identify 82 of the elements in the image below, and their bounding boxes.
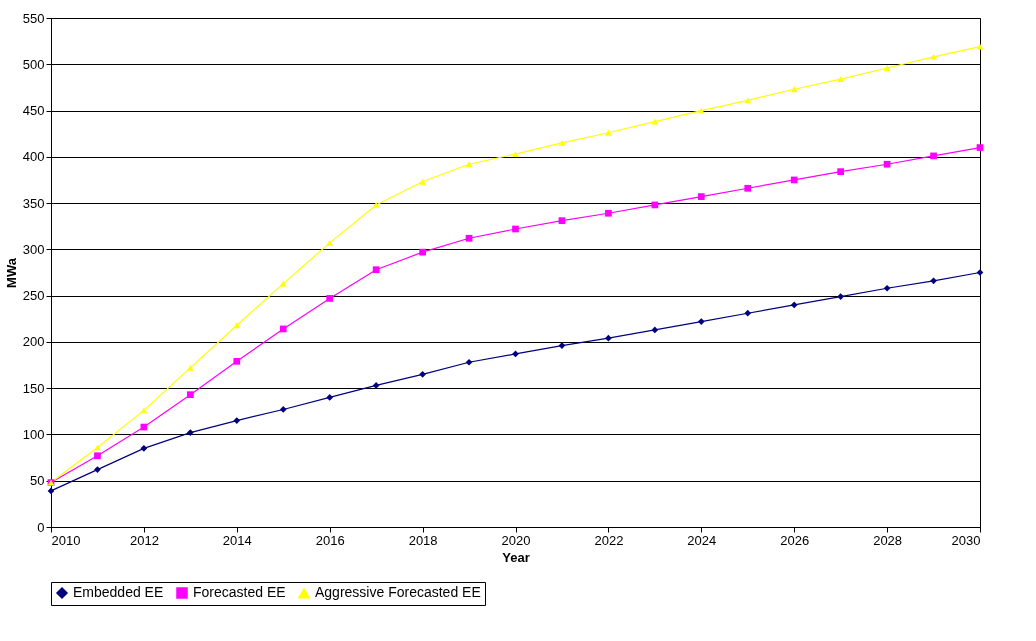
point: [512, 151, 519, 157]
point: [233, 322, 241, 329]
point: [233, 357, 241, 365]
point: [465, 234, 473, 242]
y-tick-label: 350: [22, 195, 45, 211]
point: [976, 144, 984, 151]
x-axis-title: Year: [502, 549, 530, 565]
legend-label: Embedded EE: [73, 584, 164, 600]
point: [465, 161, 473, 168]
legend-label: Forecasted EE: [193, 584, 286, 600]
point: [605, 334, 612, 342]
y-tick-label: 50: [30, 473, 45, 489]
point: [140, 444, 148, 452]
point: [651, 118, 659, 125]
point: [605, 129, 612, 136]
point: [187, 364, 194, 371]
point: [326, 394, 334, 401]
x-tick-label: 2014: [222, 532, 252, 548]
point: [744, 184, 752, 192]
point: [419, 248, 426, 256]
point: [94, 452, 101, 460]
x-tick-label: 2010: [51, 532, 81, 548]
point: [930, 277, 937, 285]
point: [187, 429, 194, 436]
x-tick-label: 2030: [951, 532, 981, 548]
point: [187, 391, 194, 399]
x-tick-label: 2016: [315, 532, 345, 548]
point: [605, 209, 612, 217]
y-tick-label: 550: [22, 10, 45, 26]
point: [697, 193, 705, 200]
point: [558, 342, 566, 349]
point: [883, 160, 891, 168]
point: [512, 225, 519, 233]
point: [326, 239, 334, 246]
point: [930, 152, 937, 160]
y-tick-label: 300: [22, 241, 45, 257]
point: [790, 301, 798, 309]
point: [279, 325, 287, 333]
point: [790, 176, 798, 184]
x-tick-label: 2012: [129, 532, 159, 548]
point: [837, 76, 844, 82]
point: [94, 466, 101, 473]
y-tick-label: 0: [37, 519, 45, 535]
point: [419, 370, 426, 378]
x-tick-label: 2018: [408, 532, 438, 548]
y-tick-label: 250: [22, 288, 45, 304]
point: [651, 326, 659, 334]
point: [558, 217, 566, 225]
point: [279, 406, 287, 413]
x-tick-label: 2026: [780, 532, 810, 548]
point: [883, 284, 891, 292]
y-tick-label: 100: [22, 426, 45, 442]
point: [372, 202, 380, 208]
point: [697, 318, 705, 325]
point: [651, 201, 659, 209]
y-tick-label: 150: [22, 380, 45, 396]
point: [930, 53, 937, 60]
point: [372, 382, 380, 389]
point: [326, 295, 334, 302]
point: [372, 266, 380, 274]
point: [419, 178, 426, 185]
x-tick-label: 2020: [501, 532, 531, 548]
point: [837, 168, 844, 175]
point: [233, 417, 241, 424]
point: [279, 280, 287, 287]
y-axis-title: MWa: [3, 257, 19, 288]
point: [47, 487, 55, 495]
point: [465, 358, 473, 366]
point: [837, 293, 844, 300]
y-tick-label: 450: [22, 103, 45, 119]
point: [976, 43, 984, 50]
x-tick-label: 2022: [594, 532, 624, 548]
y-tick-label: 200: [22, 334, 45, 350]
x-tick-label: 2028: [873, 532, 903, 548]
y-tick-label: 400: [22, 149, 45, 165]
point: [744, 309, 752, 317]
y-tick-label: 500: [22, 56, 45, 72]
point: [558, 140, 566, 146]
legend-label: Aggressive Forecasted EE: [315, 584, 481, 601]
x-tick-label: 2024: [687, 532, 717, 548]
point: [790, 86, 798, 93]
point: [883, 65, 891, 71]
